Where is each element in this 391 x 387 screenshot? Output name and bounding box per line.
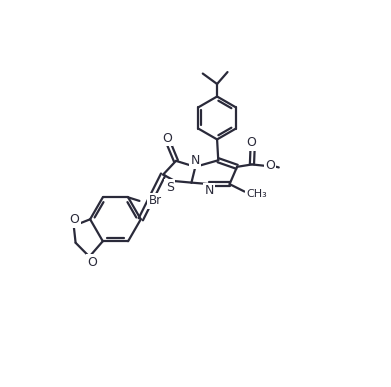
Text: N: N <box>191 154 200 167</box>
Text: N: N <box>204 184 214 197</box>
Text: O: O <box>88 255 97 269</box>
Text: CH₃: CH₃ <box>246 189 267 199</box>
Text: O: O <box>246 137 256 149</box>
Text: Br: Br <box>149 194 161 207</box>
Text: O: O <box>70 213 80 226</box>
Text: O: O <box>162 132 172 145</box>
Text: S: S <box>166 181 174 194</box>
Text: O: O <box>265 159 275 171</box>
